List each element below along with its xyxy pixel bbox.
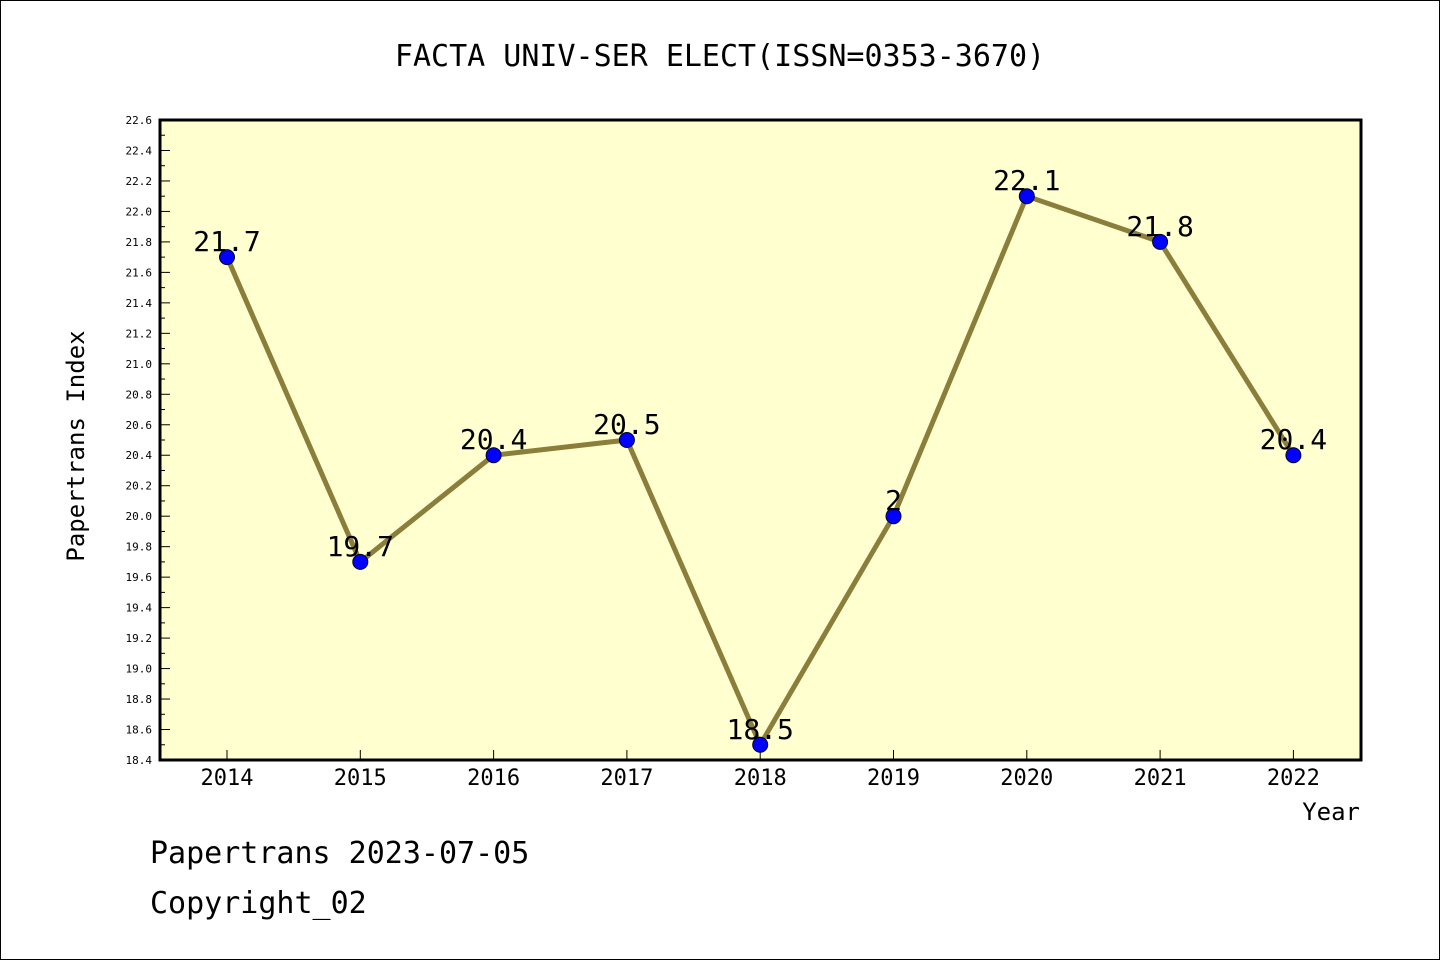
data-label: 20.5 — [593, 408, 660, 441]
data-point — [1018, 188, 1035, 205]
chart-title: FACTA UNIV-SER ELECT(ISSN=0353-3670) — [395, 39, 1045, 74]
x-tick-label: 2022 — [1267, 766, 1320, 791]
data-point — [485, 447, 502, 464]
data-point — [885, 508, 902, 525]
data-point — [1285, 447, 1302, 464]
x-tick-label: 2018 — [734, 766, 787, 791]
data-point — [752, 736, 769, 753]
y-tick-label: 22.2 — [126, 175, 153, 188]
y-tick-label: 18.4 — [126, 754, 153, 767]
y-tick-label: 19.2 — [126, 632, 153, 645]
y-axis: 18.4 18.6 18.8 19.0 19.2 19.4 19.6 19.8 20.0 20.2… — [126, 114, 170, 767]
x-axis-title: Year — [1302, 798, 1360, 826]
x-tick-label: 2017 — [600, 766, 653, 791]
data-label: 2 — [885, 484, 902, 517]
data-label: 21.8 — [1126, 210, 1193, 243]
data-point — [352, 553, 369, 570]
y-tick-label: 20.6 — [126, 419, 153, 432]
y-tick-label: 19.8 — [126, 541, 153, 554]
y-axis-title: Papertrans Index — [62, 330, 90, 561]
footer-date: Papertrans 2023-07-05 — [150, 836, 529, 871]
y-tick-label: 20.0 — [126, 510, 153, 523]
footer-copyright: Copyright_02 — [150, 886, 367, 921]
y-tick-label: 18.6 — [126, 724, 153, 737]
plot-area — [160, 120, 1361, 760]
x-tick-label: 2019 — [867, 766, 920, 791]
y-tick-label: 19.0 — [126, 663, 153, 676]
data-label: 20.4 — [460, 423, 527, 456]
data-label: 21.7 — [193, 225, 260, 258]
y-tick-label: 21.6 — [126, 266, 153, 279]
x-axis: 2014 2015 2016 2017 2018 2019 2020 2021 2022 — [201, 750, 1320, 791]
plot-border — [158, 118, 1363, 762]
y-tick-label: 20.8 — [126, 388, 153, 401]
y-tick-label: 21.2 — [126, 327, 153, 340]
y-tick-label: 22.0 — [126, 205, 153, 218]
x-tick-label: 2016 — [467, 766, 520, 791]
data-label: 22.1 — [993, 164, 1060, 197]
data-label: 18.5 — [726, 713, 793, 746]
data-label: 19.7 — [327, 530, 394, 563]
y-tick-label: 21.4 — [126, 297, 153, 310]
y-tick-label: 21.0 — [126, 358, 153, 371]
y-tick-label: 18.8 — [126, 693, 153, 706]
series-group: 21.7 19.7 20.4 20.5 18.5 2 22.1 21.8 20.4 — [193, 164, 1327, 753]
x-tick-label: 2014 — [201, 766, 254, 791]
y-tick-label: 21.8 — [126, 236, 153, 249]
x-tick-label: 2015 — [334, 766, 387, 791]
data-point — [1152, 233, 1169, 250]
y-tick-label: 19.4 — [126, 602, 153, 615]
x-tick-label: 2020 — [1000, 766, 1053, 791]
data-point — [219, 249, 235, 266]
data-point — [618, 432, 635, 448]
y-tick-label: 20.4 — [126, 449, 153, 462]
y-tick-label: 20.2 — [126, 480, 153, 493]
y-tick-label: 22.6 — [126, 114, 153, 127]
x-tick-label: 2021 — [1134, 766, 1187, 791]
data-label: 20.4 — [1260, 423, 1327, 456]
y-tick-label: 22.4 — [126, 144, 153, 157]
y-tick-label: 19.6 — [126, 571, 153, 584]
